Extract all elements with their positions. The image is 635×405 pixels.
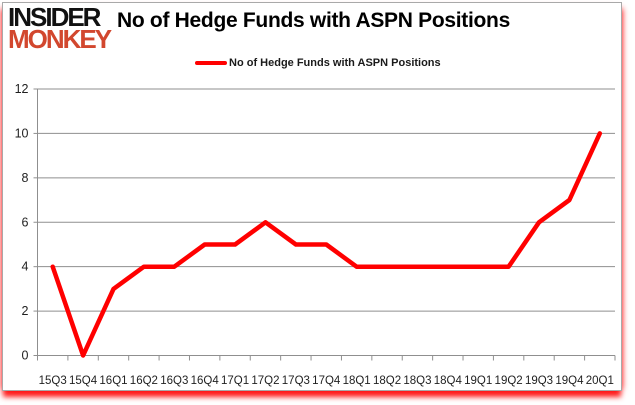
x-axis-label: 18Q3 bbox=[403, 375, 431, 387]
chart-frame bbox=[2, 2, 622, 391]
y-axis-label: 4 bbox=[22, 260, 29, 274]
x-axis-label: 15Q4 bbox=[69, 375, 98, 387]
y-axis-label: 6 bbox=[22, 215, 29, 229]
x-axis-label: 16Q1 bbox=[99, 375, 127, 387]
x-axis-label: 18Q4 bbox=[434, 375, 463, 387]
x-axis-label: 17Q4 bbox=[312, 375, 341, 387]
x-axis-label: 20Q1 bbox=[586, 375, 614, 387]
x-axis-label: 19Q2 bbox=[495, 375, 523, 387]
insider-monkey-logo: INSIDER MONKEY bbox=[8, 2, 112, 55]
x-axis-label: 18Q1 bbox=[343, 375, 371, 387]
x-axis-label: 17Q2 bbox=[251, 375, 279, 387]
x-axis-label: 17Q3 bbox=[282, 375, 310, 387]
y-axis-label: 0 bbox=[22, 349, 29, 363]
y-axis-label: 10 bbox=[15, 126, 29, 140]
x-axis-label: 16Q4 bbox=[191, 375, 220, 387]
x-axis-label: 18Q2 bbox=[373, 375, 401, 387]
x-axis-label: 17Q1 bbox=[221, 375, 249, 387]
legend: No of Hedge Funds with ASPN Positions bbox=[195, 55, 441, 70]
logo-text-insider: INSIDER bbox=[8, 2, 101, 32]
y-axis-label: 2 bbox=[22, 304, 29, 318]
y-axis-label: 12 bbox=[15, 82, 29, 96]
page-title: No of Hedge Funds with ASPN Positions bbox=[117, 9, 510, 32]
x-axis-label: 15Q3 bbox=[39, 375, 67, 387]
x-axis-label: 19Q4 bbox=[555, 375, 584, 387]
y-axis-label: 8 bbox=[22, 171, 29, 185]
legend-label: No of Hedge Funds with ASPN Positions bbox=[229, 56, 441, 69]
legend-line-icon bbox=[195, 60, 227, 65]
series-line bbox=[50, 131, 603, 358]
x-axis-label: 16Q3 bbox=[160, 375, 188, 387]
x-axis-label: 19Q1 bbox=[464, 375, 492, 387]
x-axis-label: 16Q2 bbox=[130, 375, 158, 387]
logo-text-monkey: MONKEY bbox=[8, 24, 112, 55]
x-axis-label: 19Q3 bbox=[525, 375, 553, 387]
